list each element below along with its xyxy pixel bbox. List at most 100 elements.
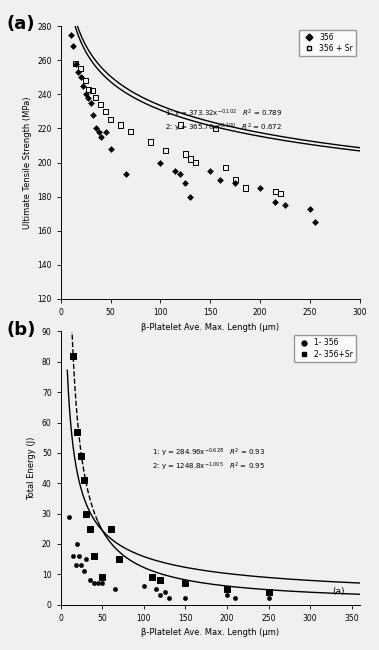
Point [117,120,124,130]
Point [73,58,79,69]
Point [76,551,82,561]
Point [162,146,168,156]
Point [91,551,97,561]
Point [161,587,168,597]
Point [182,149,188,159]
Point [74,539,80,549]
Point [127,127,133,137]
Point [187,191,193,202]
Point [70,551,76,561]
Y-axis label: Total Energy (J): Total Energy (J) [27,436,36,500]
Point [177,120,183,130]
Point [108,114,114,125]
Point [99,572,105,582]
Point [147,136,153,147]
Point [307,203,313,214]
Point [73,560,79,570]
Legend: 356, 356 + Sr: 356, 356 + Sr [299,30,356,56]
Point [272,196,278,207]
Point [108,144,114,154]
Point [149,572,155,582]
Point [232,593,238,604]
Text: 1: y = 284.96x$^{-0.628}$   $R^2$ = 0.93
2: y = 1248.8x$^{-1.005}$   $R^2$ = 0.9: 1: y = 284.96x$^{-0.628}$ $R^2$ = 0.93 2… [152,447,265,473]
Text: 1: y = 373.32x$^{-0.102}$   $R^2$ = 0.789
2: y = 365.76x$^{-0.100}$   $R^2$ = 0.: 1: y = 373.32x$^{-0.102}$ $R^2$ = 0.789 … [165,108,283,135]
Point [277,188,283,198]
Point [92,92,99,103]
Point [157,590,163,601]
Point [217,174,223,185]
Point [224,590,230,601]
Point [112,584,118,595]
Point [78,64,84,74]
Point [141,581,147,592]
Point [157,157,163,168]
Point [97,99,103,110]
Point [116,554,122,564]
Point [222,162,229,173]
Point [182,578,188,588]
Point [187,154,193,164]
Point [192,157,199,168]
Point [266,593,272,604]
Point [74,426,80,437]
Point [86,84,92,94]
Point [67,29,74,40]
Point [177,169,183,179]
Point [153,584,159,595]
X-axis label: β-Platelet Ave. Max. Length (μm): β-Platelet Ave. Max. Length (μm) [141,628,279,637]
Point [232,177,238,188]
Point [224,584,230,595]
Point [78,560,85,570]
Point [122,169,128,179]
Point [81,475,87,486]
Point [83,554,89,564]
Point [73,58,79,69]
Point [78,72,84,83]
Point [97,132,103,142]
Point [70,41,76,51]
Point [182,177,188,188]
Point [75,67,81,77]
Point [80,81,86,91]
Point [91,578,97,588]
Point [207,166,213,176]
Y-axis label: Ultimate Tensile Strength (MPa): Ultimate Tensile Strength (MPa) [23,96,31,229]
Point [182,593,188,604]
Point [266,587,272,597]
Point [282,200,288,211]
Point [108,523,114,534]
Point [96,127,102,137]
Point [81,566,87,577]
Point [89,86,96,96]
Point [272,187,278,197]
Point [102,127,109,137]
Point [87,523,93,534]
Point [83,89,89,99]
Text: (a): (a) [7,15,35,33]
Point [70,350,76,361]
Text: (a): (a) [333,588,345,596]
Point [157,575,163,586]
Point [66,512,72,522]
Point [102,106,109,116]
Point [312,217,318,228]
Point [232,174,238,185]
Point [89,109,96,120]
Point [257,183,263,193]
Point [83,75,89,86]
Point [95,578,101,588]
Point [242,183,248,193]
Point [85,92,91,103]
Point [83,508,89,519]
Point [166,593,172,604]
Legend: 1- 356, 2- 356+Sr: 1- 356, 2- 356+Sr [294,335,356,361]
Text: (b): (b) [7,320,36,339]
X-axis label: β-Platelet Ave. Max. Length (μm): β-Platelet Ave. Max. Length (μm) [141,322,279,332]
Point [99,578,105,588]
Point [92,124,99,134]
Point [212,124,218,134]
Point [172,166,179,176]
Point [88,98,94,108]
Point [87,575,93,586]
Point [78,450,85,461]
